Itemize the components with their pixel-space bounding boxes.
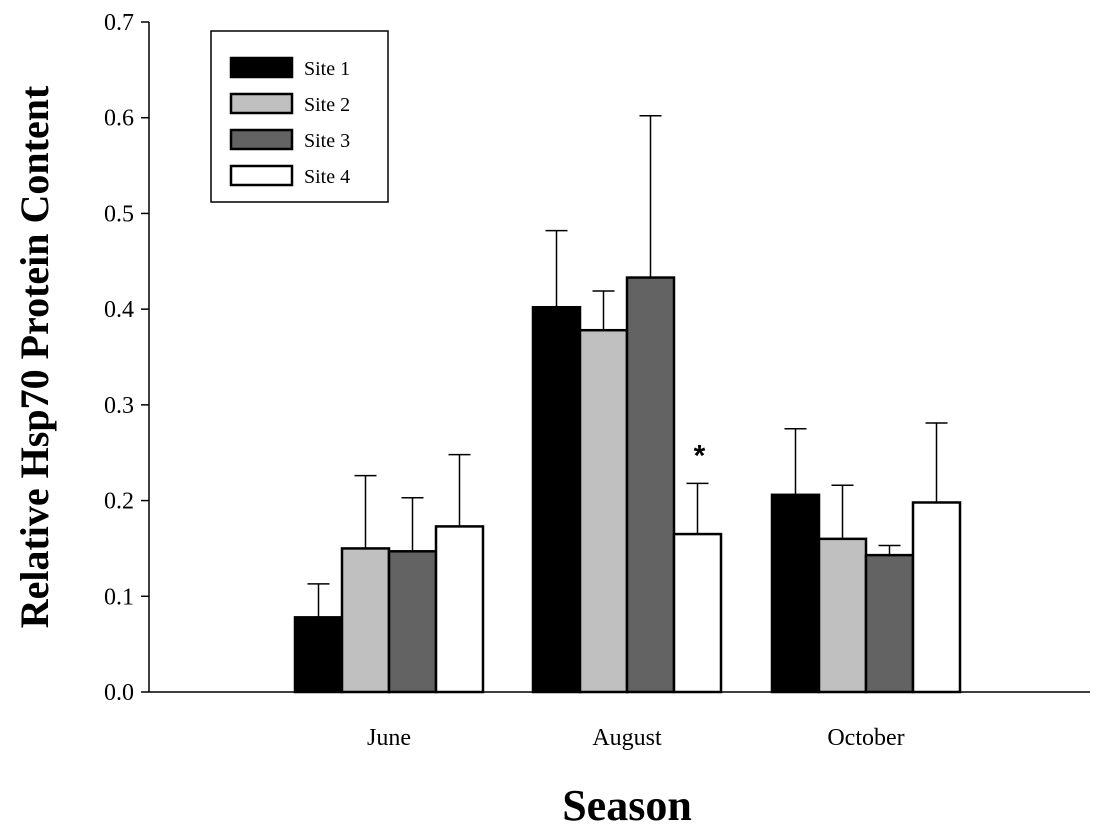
legend-swatch: [229, 128, 294, 151]
y-tick-label: 0.2: [104, 489, 134, 515]
legend-label: Site 1: [304, 58, 350, 80]
y-tick-label: 0.7: [104, 10, 134, 36]
labels: June August October * Season Relative Hsp70 P…: [12, 85, 905, 827]
error-bars: [307, 115, 948, 618]
bar: [817, 537, 868, 694]
bar: [293, 616, 344, 694]
bar: [770, 493, 821, 694]
legend-label: Site 3: [304, 130, 350, 152]
y-tick-label: 0.6: [104, 106, 134, 132]
bar: [578, 328, 629, 694]
legend-swatch: [229, 164, 294, 187]
x-tick-label: June: [367, 725, 411, 751]
axes: 0.0 0.1 0.2 0.3 0.4 0.5 0.6 0.7: [104, 10, 1090, 706]
x-tick-label: October: [827, 725, 904, 751]
y-tick-label: 0.5: [104, 201, 134, 227]
bars: [293, 276, 962, 694]
bar: [434, 525, 485, 694]
bar: [387, 550, 438, 694]
y-tick-label: 0.0: [104, 680, 134, 706]
bar: [340, 547, 391, 694]
bar: [531, 305, 582, 694]
y-tick-label: 0.4: [104, 297, 134, 323]
legend-swatch: [229, 92, 294, 115]
legend-swatch: [229, 56, 294, 79]
x-axis-title: Season: [562, 781, 692, 827]
legend-label: Site 2: [304, 94, 350, 116]
bar: [911, 501, 962, 694]
x-tick-label: August: [592, 725, 662, 751]
legend: Site 1 Site 2 Site 3 Site 4: [210, 30, 389, 203]
y-tick-label: 0.1: [104, 584, 134, 610]
bar: [864, 553, 915, 694]
bar: [625, 276, 676, 694]
bar: [672, 532, 723, 694]
y-axis-title: Relative Hsp70 Protein Content: [12, 85, 57, 628]
significance-annotation: *: [694, 439, 706, 472]
legend-label: Site 4: [304, 166, 350, 188]
y-tick-label: 0.3: [104, 393, 134, 419]
